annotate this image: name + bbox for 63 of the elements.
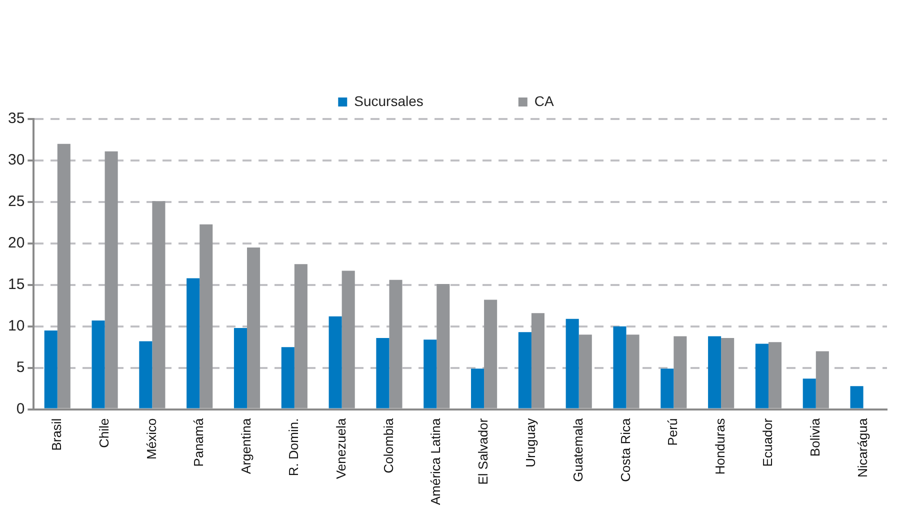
bar (57, 144, 70, 408)
bar (660, 368, 674, 408)
x-tick-label: El Salvador (476, 418, 491, 485)
bar (626, 334, 640, 408)
x-tick-label: Uruguay (523, 418, 538, 468)
bar (424, 340, 437, 408)
bar (674, 336, 687, 408)
bar (578, 334, 592, 408)
bar (566, 318, 579, 408)
legend-label: CA (534, 92, 555, 109)
bar (44, 330, 58, 408)
x-tick-label: Chile (96, 418, 112, 448)
bar (234, 328, 248, 408)
bar (802, 378, 816, 408)
bar (139, 341, 152, 408)
bar (518, 332, 532, 408)
bar (328, 316, 342, 408)
y-tick-label: 10 (8, 317, 25, 334)
bar (247, 248, 260, 408)
bar (708, 336, 722, 408)
bar (436, 284, 450, 408)
bar (294, 264, 308, 408)
x-tick-label: Argentina (238, 418, 254, 474)
x-tick-label: Colombia (380, 418, 396, 474)
bar (92, 320, 105, 408)
y-tick-label: 20 (8, 234, 25, 252)
bar (342, 270, 355, 408)
x-tick-label: Bolivia (807, 418, 822, 457)
bar (768, 342, 782, 408)
bar (186, 278, 200, 408)
x-tick-label: Honduras (712, 418, 728, 475)
y-tick-label: 15 (8, 276, 25, 294)
bar (471, 368, 484, 408)
x-tick-label: Brasil (48, 418, 64, 451)
bar (613, 326, 626, 408)
bar (152, 201, 166, 408)
x-tick-label: Costa Rica (618, 418, 633, 482)
bar (531, 313, 544, 408)
y-tick-label: 0 (16, 400, 25, 418)
x-tick-label: R. Domin. (286, 418, 301, 476)
bar (104, 151, 118, 408)
bar (850, 386, 864, 408)
y-tick-label: 35 (8, 110, 25, 128)
bar (389, 280, 402, 408)
bar (484, 300, 498, 408)
y-tick-label: 25 (8, 193, 25, 210)
bar (721, 338, 734, 408)
bar (755, 344, 768, 408)
bar (816, 351, 829, 408)
legend-label: Sucursales (354, 92, 424, 109)
bar (376, 338, 390, 408)
x-tick-label: Guatemala (570, 418, 586, 482)
y-tick-label: 30 (8, 152, 25, 169)
x-tick-label: Ecuador (760, 418, 776, 467)
x-tick-label: Venezuela (333, 418, 348, 480)
x-tick-label: Nicarágua (854, 418, 870, 478)
x-tick-label: América Latina (428, 418, 444, 506)
bar (281, 347, 294, 408)
y-tick-label: 5 (16, 358, 25, 376)
bar (200, 224, 213, 408)
x-tick-label: Panamá (191, 418, 206, 467)
x-tick-label: México (144, 418, 159, 460)
x-tick-label: Perú (665, 418, 680, 446)
